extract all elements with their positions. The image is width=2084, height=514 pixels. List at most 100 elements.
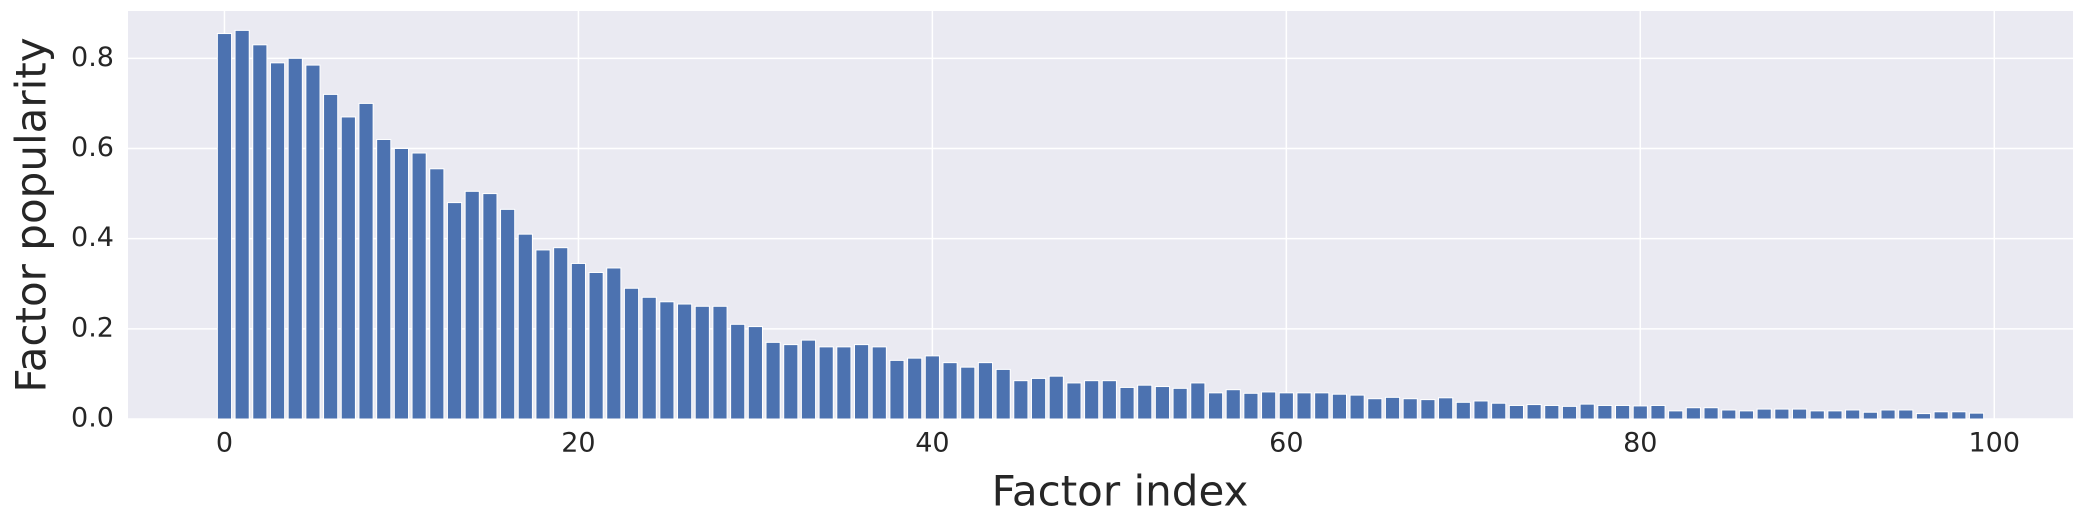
x-tick-label: 100 bbox=[1968, 428, 2020, 459]
bar bbox=[747, 326, 763, 420]
bar bbox=[889, 359, 905, 420]
bar bbox=[1048, 375, 1064, 420]
bar bbox=[588, 271, 604, 420]
bar bbox=[216, 33, 233, 420]
bar bbox=[1933, 411, 1949, 420]
bar bbox=[500, 208, 516, 420]
bar bbox=[1632, 405, 1648, 420]
bar bbox=[535, 249, 551, 420]
bar bbox=[1455, 401, 1471, 420]
bar bbox=[765, 341, 781, 420]
bar bbox=[1084, 380, 1100, 420]
bar bbox=[1296, 392, 1312, 420]
bar bbox=[340, 116, 356, 420]
bar bbox=[1190, 382, 1206, 420]
bar bbox=[358, 102, 374, 420]
bar bbox=[1491, 402, 1507, 420]
y-tick-label: 0.2 bbox=[71, 312, 114, 343]
bar bbox=[1968, 412, 1985, 420]
bar bbox=[1668, 410, 1684, 420]
bar bbox=[1066, 382, 1082, 420]
bar bbox=[1349, 394, 1365, 420]
bar bbox=[924, 355, 940, 420]
bar bbox=[1721, 409, 1737, 420]
bar bbox=[429, 168, 445, 420]
bar bbox=[1898, 409, 1914, 420]
bar bbox=[1845, 409, 1861, 420]
bar bbox=[836, 346, 852, 420]
bar bbox=[783, 344, 799, 420]
bar bbox=[960, 366, 976, 420]
bar bbox=[1030, 377, 1047, 420]
bar bbox=[977, 362, 994, 420]
y-axis-label: Factor popularity bbox=[7, 37, 56, 392]
bar bbox=[1243, 392, 1259, 420]
bar bbox=[606, 267, 622, 420]
x-axis-label: Factor index bbox=[992, 467, 1249, 514]
bar bbox=[1809, 410, 1825, 420]
bar bbox=[1579, 403, 1595, 420]
bar bbox=[287, 57, 303, 420]
bar bbox=[1420, 399, 1436, 420]
bar bbox=[1225, 389, 1241, 420]
bar bbox=[1951, 411, 1967, 420]
bar bbox=[1862, 411, 1878, 420]
y-tick-label: 0.8 bbox=[71, 42, 114, 73]
bar bbox=[1172, 387, 1188, 420]
bar bbox=[1827, 410, 1843, 420]
bar bbox=[1685, 407, 1701, 420]
bar bbox=[1207, 392, 1224, 420]
bar bbox=[1703, 407, 1719, 420]
bar bbox=[1402, 398, 1418, 420]
bar bbox=[570, 262, 586, 420]
bar bbox=[818, 346, 834, 420]
bar bbox=[305, 64, 321, 420]
x-tick-label: 80 bbox=[1623, 428, 1657, 459]
bar bbox=[1261, 391, 1277, 420]
bar bbox=[712, 305, 728, 420]
bar bbox=[800, 339, 817, 420]
bar bbox=[1367, 398, 1383, 420]
bar bbox=[252, 44, 268, 420]
y-tick-label: 0.4 bbox=[71, 222, 114, 253]
bar bbox=[871, 346, 887, 420]
bar bbox=[446, 202, 463, 420]
bar bbox=[1561, 405, 1578, 420]
bar bbox=[1544, 404, 1560, 420]
bar bbox=[1526, 404, 1542, 420]
bar bbox=[234, 29, 250, 420]
y-tick-label: 0.6 bbox=[71, 132, 114, 163]
bar bbox=[1137, 384, 1153, 420]
bar bbox=[1331, 393, 1348, 420]
bar bbox=[482, 193, 498, 420]
bar bbox=[1597, 404, 1613, 420]
bar bbox=[1774, 408, 1790, 420]
bar bbox=[1384, 396, 1401, 420]
bar bbox=[623, 287, 640, 420]
x-tick-label: 60 bbox=[1269, 428, 1303, 459]
bar bbox=[1650, 404, 1666, 420]
x-tick-label: 0 bbox=[216, 428, 233, 459]
x-tick-label: 40 bbox=[915, 428, 949, 459]
bar bbox=[1278, 392, 1294, 420]
bar bbox=[641, 296, 657, 420]
bar bbox=[323, 93, 339, 420]
bar bbox=[1013, 380, 1029, 420]
bar bbox=[730, 323, 746, 420]
bar bbox=[1791, 408, 1808, 420]
bar bbox=[553, 247, 569, 420]
bar bbox=[269, 62, 286, 420]
bar bbox=[1438, 397, 1454, 420]
bar bbox=[1615, 404, 1631, 420]
bar bbox=[1738, 410, 1755, 420]
bar bbox=[1508, 404, 1524, 420]
bar bbox=[942, 362, 958, 420]
bar bbox=[411, 152, 427, 420]
bar bbox=[464, 190, 480, 420]
bar bbox=[694, 305, 710, 420]
bar bbox=[907, 357, 923, 420]
bar bbox=[1473, 400, 1489, 420]
bar bbox=[393, 148, 410, 420]
bar bbox=[853, 344, 870, 420]
